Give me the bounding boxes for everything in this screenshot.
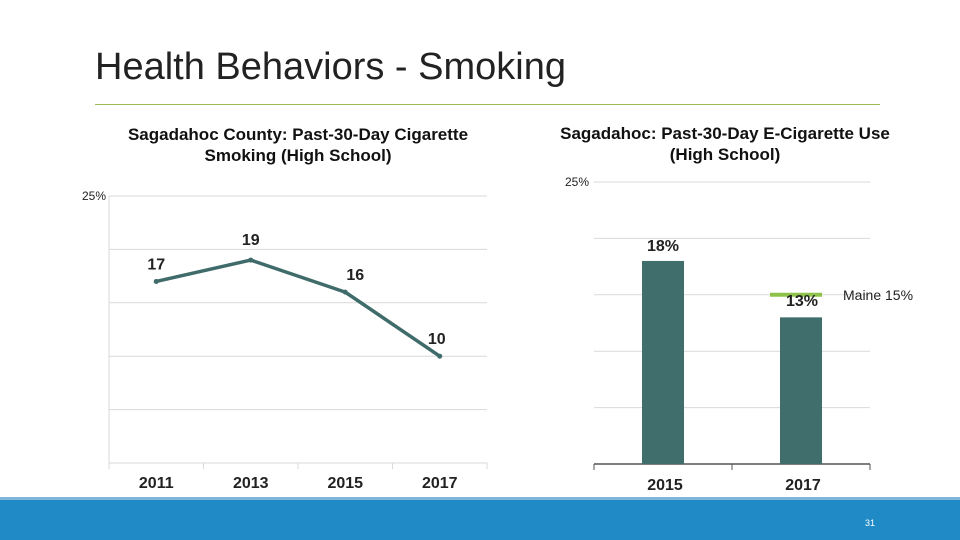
bar — [780, 317, 822, 464]
ecigarette-chart-title: Sagadahoc: Past-30-Day E-Cigarette Use (… — [560, 124, 890, 164]
data-label: 13% — [786, 293, 818, 310]
footer-bar — [0, 500, 960, 540]
data-point — [437, 353, 443, 359]
x-tick-label: 2011 — [139, 475, 174, 492]
data-label: 10 — [428, 331, 446, 348]
y-tick-label: 25% — [82, 189, 106, 203]
data-label: 16 — [346, 267, 364, 284]
page-number: 31 — [864, 518, 875, 528]
maine-benchmark-label: Maine 15% — [843, 287, 913, 303]
data-label: 17 — [147, 256, 165, 273]
x-tick-label: 2015 — [647, 477, 683, 494]
title-divider — [95, 104, 880, 105]
x-tick-label: 2013 — [233, 475, 269, 492]
data-point — [153, 278, 159, 284]
x-tick-label: 2017 — [422, 475, 458, 492]
data-label: 19 — [242, 232, 260, 249]
x-tick-label: 2015 — [327, 475, 363, 492]
data-label: 18% — [647, 238, 679, 255]
cigarette-chart-title: Sagadahoc County: Past-30-Day Cigarette … — [127, 125, 469, 165]
footer-strip — [0, 497, 960, 500]
data-point — [248, 257, 254, 263]
data-point — [342, 289, 348, 295]
series-line — [155, 258, 441, 358]
slide-title: Health Behaviors - Smoking — [95, 46, 566, 88]
y-tick-label: 25% — [565, 175, 589, 189]
x-tick-label: 2017 — [785, 477, 821, 494]
bar — [642, 260, 684, 464]
